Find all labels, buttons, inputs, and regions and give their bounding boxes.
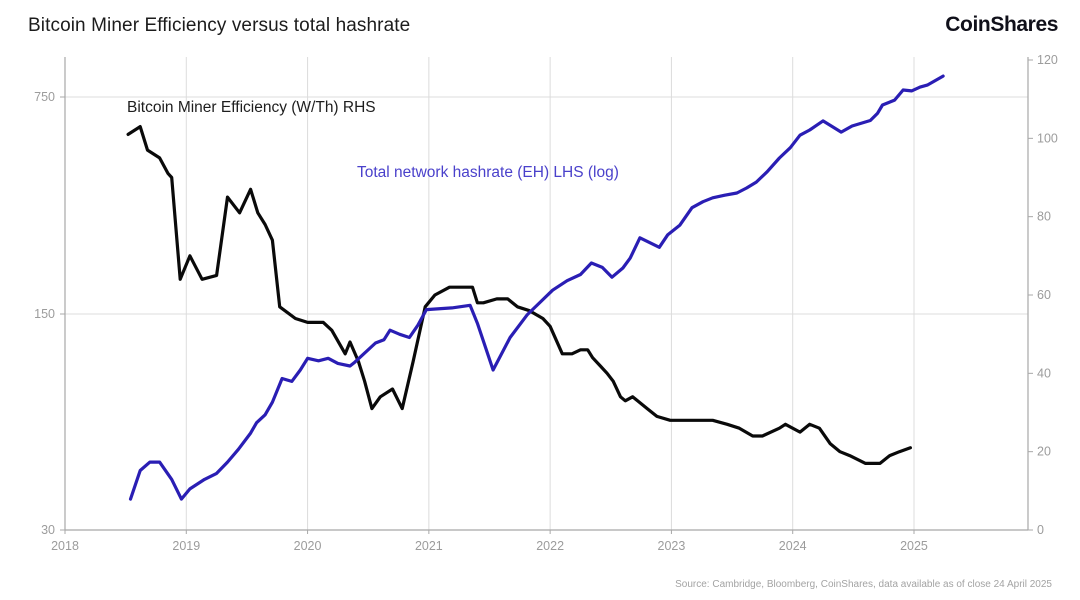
x-tick-label: 2021 bbox=[415, 539, 443, 553]
right-tick-label: 20 bbox=[1037, 445, 1051, 459]
x-tick-label: 2019 bbox=[172, 539, 200, 553]
hashrate-series-label: Total network hashrate (EH) LHS (log) bbox=[357, 164, 619, 181]
chart-title: Bitcoin Miner Efficiency versus total ha… bbox=[28, 15, 411, 36]
left-tick-label: 150 bbox=[34, 307, 55, 321]
left-tick-label: 30 bbox=[41, 523, 55, 537]
x-tick-label: 2020 bbox=[294, 539, 322, 553]
efficiency-line bbox=[126, 125, 912, 465]
efficiency-series-label: Bitcoin Miner Efficiency (W/Th) RHS bbox=[127, 99, 376, 116]
right-tick-label: 40 bbox=[1037, 366, 1051, 380]
x-tick-label: 2024 bbox=[779, 539, 807, 553]
coinshares-logo: CoinShares bbox=[945, 13, 1058, 36]
source-note: Source: Cambridge, Bloomberg, CoinShares… bbox=[675, 579, 1052, 590]
right-tick-label: 80 bbox=[1037, 210, 1051, 224]
x-tick-label: 2025 bbox=[900, 539, 928, 553]
x-tick-label: 2022 bbox=[536, 539, 564, 553]
x-tick-label: 2018 bbox=[51, 539, 79, 553]
hashrate-line bbox=[128, 74, 945, 501]
right-tick-label: 120 bbox=[1037, 53, 1058, 67]
right-tick-label: 100 bbox=[1037, 131, 1058, 145]
right-tick-label: 60 bbox=[1037, 288, 1051, 302]
right-tick-label: 0 bbox=[1037, 523, 1044, 537]
page-header: Bitcoin Miner Efficiency versus total ha… bbox=[0, 0, 1080, 46]
x-tick-label: 2023 bbox=[658, 539, 686, 553]
left-tick-label: 750 bbox=[34, 90, 55, 104]
